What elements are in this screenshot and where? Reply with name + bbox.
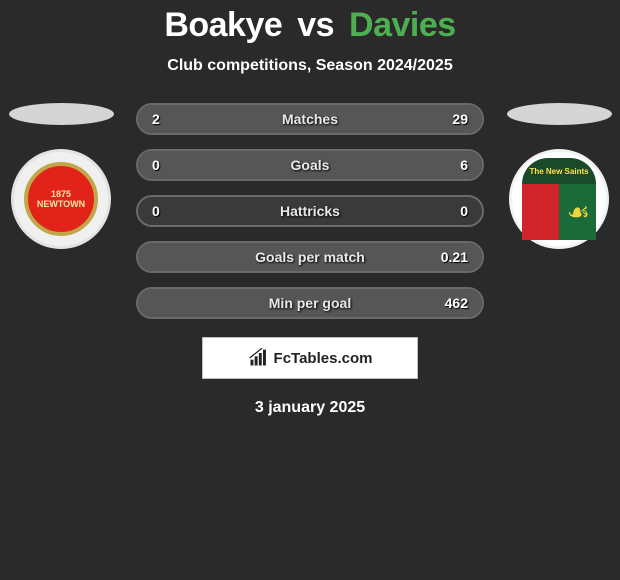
vs-label: vs (297, 6, 334, 44)
ellipse-shadow-left (9, 103, 114, 125)
branding-text: FcTables.com (274, 350, 373, 367)
left-crest-column: 1875 NEWTOWN (6, 103, 116, 249)
dragon-icon: ☙ (567, 197, 590, 228)
date-label: 3 january 2025 (0, 399, 620, 417)
stat-bar: 229Matches (136, 103, 484, 135)
stat-label: Matches (138, 111, 482, 127)
club-badge-left: 1875 NEWTOWN (11, 149, 111, 249)
right-crest-column: The New Saints ☙ (504, 103, 614, 249)
badge-right-banner-text: The New Saints (529, 167, 588, 176)
stat-bar: 00Hattricks (136, 195, 484, 227)
badge-right-panel-left (522, 184, 559, 240)
club-badge-right-inner: The New Saints ☙ (522, 158, 596, 240)
club-badge-right: The New Saints ☙ (509, 149, 609, 249)
stat-label: Goals per match (138, 249, 482, 265)
player1-name: Boakye (164, 6, 282, 44)
stat-bar: 462Min per goal (136, 287, 484, 319)
branding-box: FcTables.com (202, 337, 418, 379)
stat-label: Min per goal (138, 295, 482, 311)
player2-name: Davies (349, 6, 456, 44)
stat-bar: 0.21Goals per match (136, 241, 484, 273)
page-title: Boakye vs Davies (0, 6, 620, 45)
chart-icon (248, 348, 268, 368)
header: Boakye vs Davies Club competitions, Seas… (0, 0, 620, 75)
stat-label: Hattricks (138, 203, 482, 219)
comparison-content: 1875 NEWTOWN The New Saints ☙ 229Matches… (0, 103, 620, 417)
ellipse-shadow-right (507, 103, 612, 125)
stat-bar: 06Goals (136, 149, 484, 181)
stat-label: Goals (138, 157, 482, 173)
stat-bars: 229Matches 06Goals 00Hattricks 0.21Goals pe… (136, 103, 484, 319)
subtitle: Club competitions, Season 2024/2025 (0, 57, 620, 75)
badge-left-text: 1875 NEWTOWN (28, 189, 94, 209)
club-badge-left-inner: 1875 NEWTOWN (24, 162, 98, 236)
badge-right-banner: The New Saints (522, 158, 596, 184)
